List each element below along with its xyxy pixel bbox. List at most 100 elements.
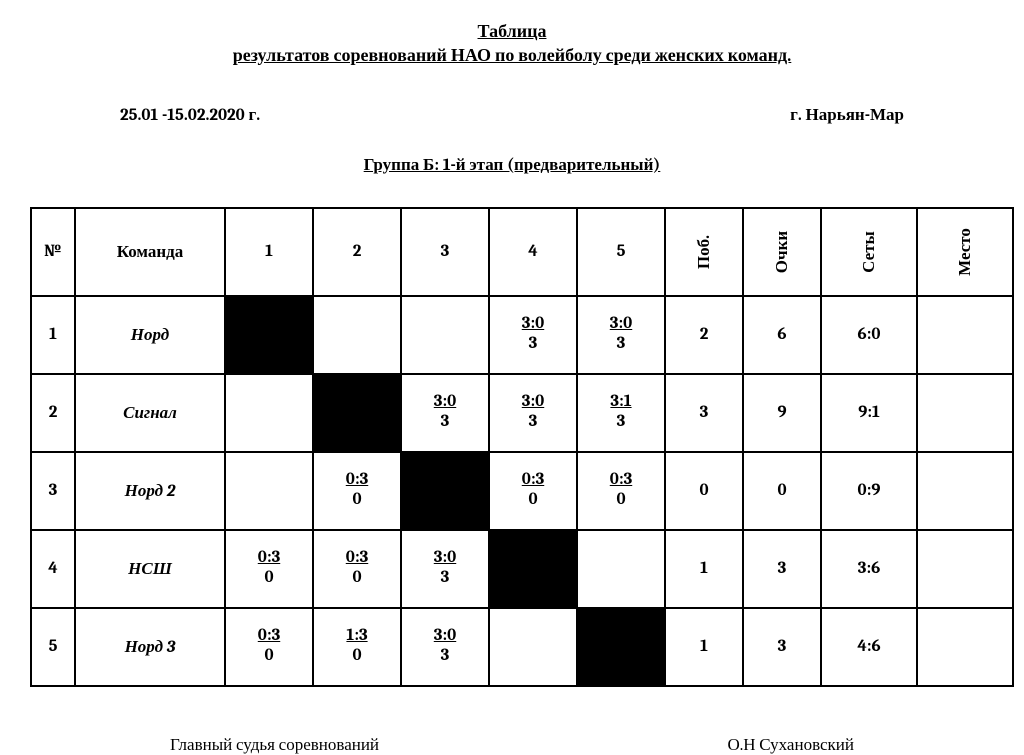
empty-cell [401, 296, 489, 374]
col-wins: Поб. [665, 208, 743, 296]
score-result: 3:0 [578, 315, 664, 334]
wins-cell: 0 [665, 452, 743, 530]
team-name: Сигнал [75, 374, 225, 452]
col-team: Команда [75, 208, 225, 296]
score-points: 3 [402, 568, 488, 588]
place-cell [917, 530, 1013, 608]
points-cell: 3 [743, 530, 821, 608]
meta-row: 25.01 -15.02.2020 г. г. Нарьян-Мар [120, 105, 904, 125]
row-number: 2 [31, 374, 75, 452]
self-cell [401, 452, 489, 530]
score-points: 0 [490, 490, 576, 510]
score-result: 3:1 [578, 393, 664, 412]
score-result: 0:3 [314, 471, 400, 490]
score-points: 3 [402, 412, 488, 432]
self-cell [225, 296, 313, 374]
sets-cell: 6:0 [821, 296, 917, 374]
wins-cell: 2 [665, 296, 743, 374]
score-points: 3 [490, 334, 576, 354]
team-name: Норд 2 [75, 452, 225, 530]
place-cell [917, 608, 1013, 686]
row-number: 1 [31, 296, 75, 374]
points-cell: 0 [743, 452, 821, 530]
score-result: 3:0 [402, 393, 488, 412]
results-table: № Команда 1 2 3 4 5 Поб. Очки Сеты Место… [30, 207, 1014, 687]
table-row: 2Сигнал3:033:033:13399:1 [31, 374, 1013, 452]
team-name: Норд [75, 296, 225, 374]
team-name: Норд 3 [75, 608, 225, 686]
group-heading: Группа Б: 1-й этап (предварительный) [30, 155, 994, 175]
document-page: Таблица результатов соревнований НАО по … [0, 0, 1024, 746]
row-number: 4 [31, 530, 75, 608]
wins-cell: 1 [665, 530, 743, 608]
score-cell: 3:03 [401, 530, 489, 608]
score-result: 3:0 [490, 315, 576, 334]
table-row: 3Норд 20:300:300:30000:9 [31, 452, 1013, 530]
sets-cell: 4:6 [821, 608, 917, 686]
score-points: 0 [314, 646, 400, 666]
place-cell [917, 296, 1013, 374]
score-cell: 3:03 [577, 296, 665, 374]
empty-cell [225, 374, 313, 452]
score-cell: 1:30 [313, 608, 401, 686]
wins-cell: 3 [665, 374, 743, 452]
col-4: 4 [489, 208, 577, 296]
score-points: 0 [226, 568, 312, 588]
score-cell: 3:13 [577, 374, 665, 452]
table-row: 5Норд 30:301:303:03134:6 [31, 608, 1013, 686]
self-cell [489, 530, 577, 608]
col-place-label: Место [955, 228, 975, 276]
score-points: 0 [226, 646, 312, 666]
points-cell: 6 [743, 296, 821, 374]
footer-right: О.Н Сухановский [727, 735, 854, 755]
place-cell [917, 374, 1013, 452]
score-cell: 3:03 [401, 608, 489, 686]
title-line-2: результатов соревнований НАО по волейбол… [30, 44, 994, 68]
score-points: 3 [490, 412, 576, 432]
empty-cell [225, 452, 313, 530]
empty-cell [489, 608, 577, 686]
col-1: 1 [225, 208, 313, 296]
table-row: 1Норд3:033:03266:0 [31, 296, 1013, 374]
score-result: 3:0 [402, 627, 488, 646]
col-num: № [31, 208, 75, 296]
empty-cell [577, 530, 665, 608]
title-block: Таблица результатов соревнований НАО по … [30, 20, 994, 69]
row-number: 3 [31, 452, 75, 530]
score-cell: 0:30 [225, 530, 313, 608]
col-3: 3 [401, 208, 489, 296]
col-points-label: Очки [772, 230, 792, 272]
col-points: Очки [743, 208, 821, 296]
score-cell: 0:30 [577, 452, 665, 530]
place-cell [917, 452, 1013, 530]
score-points: 0 [314, 490, 400, 510]
self-cell [313, 374, 401, 452]
score-points: 0 [314, 568, 400, 588]
footer-row: Главный судья соревнований О.Н Сухановск… [170, 735, 854, 755]
col-5: 5 [577, 208, 665, 296]
score-result: 0:3 [578, 471, 664, 490]
score-result: 0:3 [226, 627, 312, 646]
score-cell: 0:30 [313, 530, 401, 608]
points-cell: 9 [743, 374, 821, 452]
wins-cell: 1 [665, 608, 743, 686]
sets-cell: 9:1 [821, 374, 917, 452]
dates-text: 25.01 -15.02.2020 г. [120, 105, 260, 125]
score-result: 0:3 [226, 549, 312, 568]
col-sets-label: Сеты [859, 231, 879, 273]
team-name: НСШ [75, 530, 225, 608]
score-result: 3:0 [490, 393, 576, 412]
points-cell: 3 [743, 608, 821, 686]
title-line-1: Таблица [30, 20, 994, 44]
score-cell: 0:30 [313, 452, 401, 530]
score-result: 3:0 [402, 549, 488, 568]
sets-cell: 3:6 [821, 530, 917, 608]
score-points: 3 [578, 412, 664, 432]
score-cell: 3:03 [489, 296, 577, 374]
score-cell: 3:03 [489, 374, 577, 452]
empty-cell [313, 296, 401, 374]
col-place: Место [917, 208, 1013, 296]
footer-left: Главный судья соревнований [170, 735, 379, 755]
score-cell: 0:30 [225, 608, 313, 686]
table-header: № Команда 1 2 3 4 5 Поб. Очки Сеты Место [31, 208, 1013, 296]
